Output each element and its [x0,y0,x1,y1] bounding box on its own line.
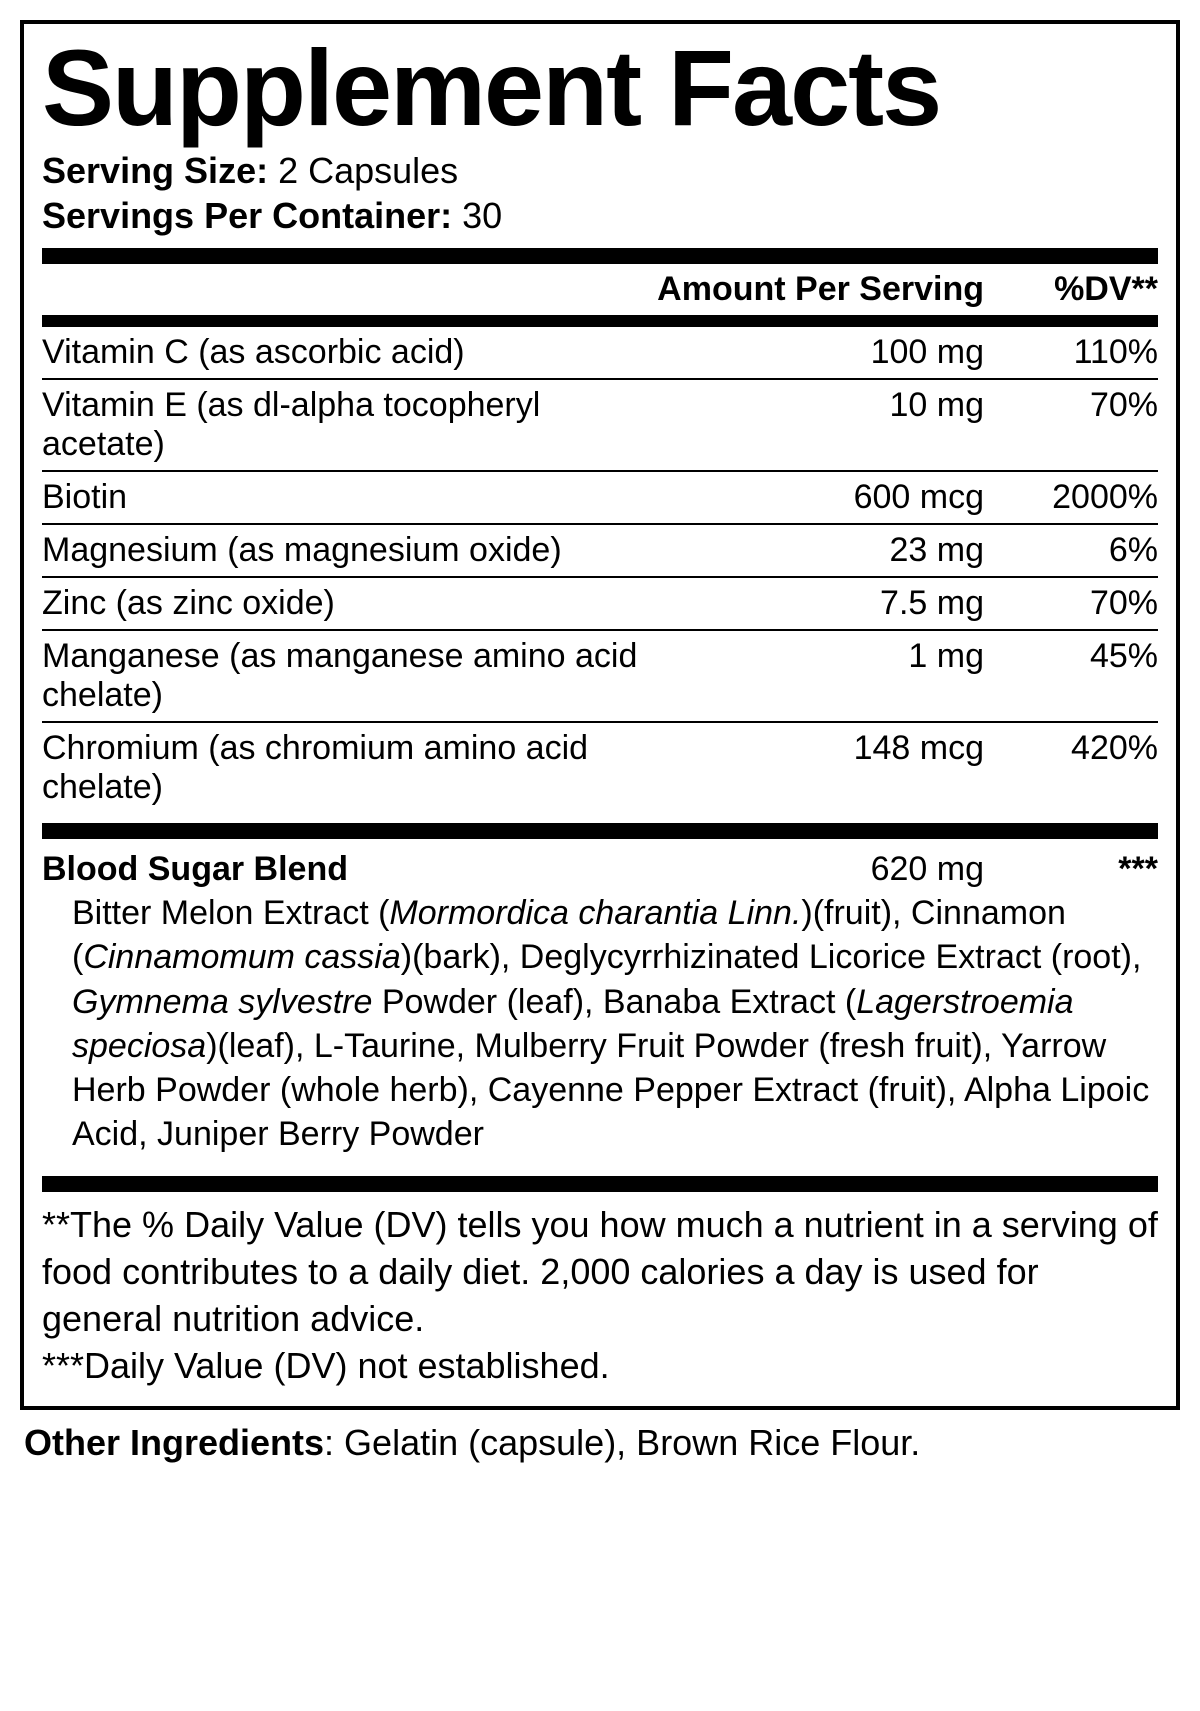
rule-thick [42,1176,1158,1192]
blend-dv: *** [984,847,1158,891]
ingredient-dv: 6% [984,524,1158,577]
servings-per-label: Servings Per Container: [42,195,452,236]
ingredient-dv: 45% [984,630,1158,722]
ingredient-amount: 100 mg [657,327,984,379]
table-row: Magnesium (as magnesium oxide) 23 mg 6% [42,524,1158,577]
blend-description: Bitter Melon Extract (Mormordica charant… [42,891,1158,1156]
other-label: Other Ingredients [24,1422,324,1463]
footnote-dv: **The % Daily Value (DV) tells you how m… [42,1202,1158,1342]
table-row: Biotin 600 mcg 2000% [42,471,1158,524]
table-row: Vitamin E (as dl-alpha tocopheryl acetat… [42,379,1158,471]
ingredient-dv: 70% [984,379,1158,471]
ingredient-name: Magnesium (as magnesium oxide) [42,524,657,577]
table-row: Vitamin C (as ascorbic acid) 100 mg 110% [42,327,1158,379]
footnote-na: ***Daily Value (DV) not established. [42,1343,1158,1390]
blend-name: Blood Sugar Blend [42,847,724,891]
serving-block: Serving Size: 2 Capsules Servings Per Co… [42,148,1158,238]
ingredient-name: Vitamin C (as ascorbic acid) [42,327,657,379]
rule-med [42,315,1158,327]
ingredient-name: Manganese (as manganese amino acid chela… [42,630,657,722]
col-amount: Amount Per Serving [657,264,984,315]
ingredient-amount: 23 mg [657,524,984,577]
ingredient-dv: 70% [984,577,1158,630]
ingredient-amount: 10 mg [657,379,984,471]
col-blank [42,264,657,315]
ingredient-name: Zinc (as zinc oxide) [42,577,657,630]
table-row: Chromium (as chromium amino acid chelate… [42,722,1158,813]
ingredient-dv: 2000% [984,471,1158,524]
rule-thick [42,248,1158,264]
rule-thick [42,823,1158,839]
facts-table: Amount Per Serving %DV** Vitamin C (as a… [42,264,1158,839]
supplement-facts-panel: Supplement Facts Serving Size: 2 Capsule… [20,20,1180,1410]
ingredient-dv: 420% [984,722,1158,813]
title: Supplement Facts [42,34,1158,142]
ingredient-name: Biotin [42,471,657,524]
footnotes: **The % Daily Value (DV) tells you how m… [42,1192,1158,1395]
servings-per-value: 30 [452,195,502,236]
ingredient-name: Vitamin E (as dl-alpha tocopheryl acetat… [42,379,657,471]
other-value: : Gelatin (capsule), Brown Rice Flour. [324,1422,920,1463]
ingredient-amount: 1 mg [657,630,984,722]
ingredient-amount: 600 mcg [657,471,984,524]
ingredient-dv: 110% [984,327,1158,379]
ingredient-amount: 7.5 mg [657,577,984,630]
serving-size-label: Serving Size: [42,150,268,191]
blend-amount: 620 mg [724,847,984,891]
blend-block: Blood Sugar Blend 620 mg *** Bitter Melo… [42,839,1158,1166]
col-dv: %DV** [984,264,1158,315]
serving-size-value: 2 Capsules [268,150,458,191]
other-ingredients: Other Ingredients: Gelatin (capsule), Br… [20,1410,1184,1467]
table-row: Zinc (as zinc oxide) 7.5 mg 70% [42,577,1158,630]
ingredient-name: Chromium (as chromium amino acid chelate… [42,722,657,813]
ingredient-amount: 148 mcg [657,722,984,813]
table-row: Manganese (as manganese amino acid chela… [42,630,1158,722]
